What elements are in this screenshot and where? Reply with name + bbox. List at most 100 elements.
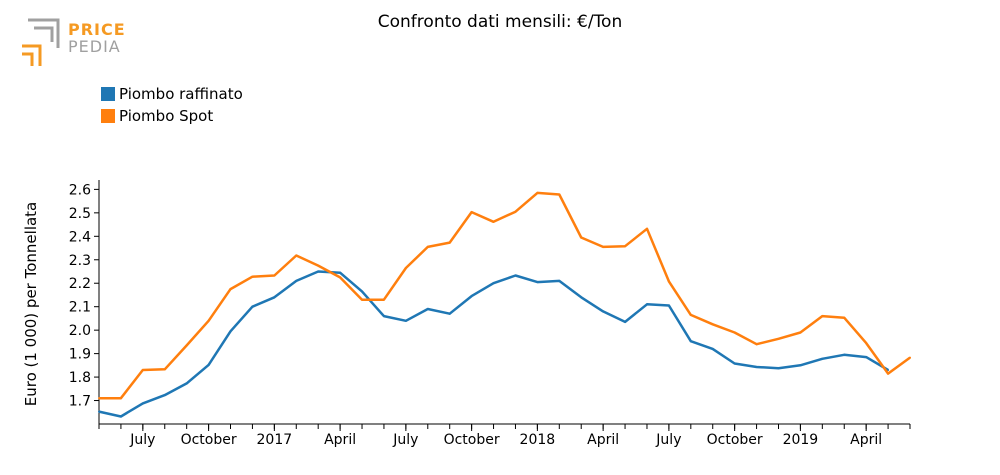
data-point xyxy=(273,296,276,299)
data-point xyxy=(207,319,210,322)
x-tick-label: October xyxy=(181,432,237,448)
data-point xyxy=(733,362,736,365)
data-point xyxy=(141,402,144,405)
data-point xyxy=(98,397,100,400)
data-point xyxy=(426,308,429,311)
y-tick-label: 2.4 xyxy=(69,229,91,245)
y-tick-label: 1.8 xyxy=(69,370,91,386)
data-point xyxy=(295,254,298,257)
data-point xyxy=(711,347,714,350)
data-point xyxy=(361,290,364,293)
pricepedia-logo-mark xyxy=(22,18,60,66)
data-point xyxy=(317,270,320,273)
data-point xyxy=(470,295,473,298)
data-point xyxy=(733,331,736,334)
logo-text-pedia: PEDIA xyxy=(68,37,121,56)
data-point xyxy=(887,372,890,375)
data-point xyxy=(799,364,802,367)
x-tick-label: April xyxy=(324,432,356,448)
data-point xyxy=(821,315,824,318)
data-point xyxy=(119,415,122,418)
y-tick-label: 2.1 xyxy=(69,300,91,316)
data-point xyxy=(273,274,276,277)
data-point xyxy=(470,211,473,214)
data-point xyxy=(602,310,605,313)
y-tick-label: 1.9 xyxy=(69,347,91,363)
data-point xyxy=(339,276,342,279)
data-point xyxy=(229,288,232,291)
data-point xyxy=(711,323,714,326)
legend-item-piombo-raffinato[interactable]: Piombo raffinato xyxy=(101,84,243,104)
data-point xyxy=(514,274,517,277)
data-point xyxy=(163,368,166,371)
legend-swatch-blue xyxy=(101,87,115,101)
data-point xyxy=(624,245,627,248)
y-tick-label: 2.2 xyxy=(69,276,91,292)
x-tick-label: 2018 xyxy=(520,432,556,448)
data-point xyxy=(843,353,846,356)
data-point xyxy=(141,369,144,372)
x-tick-label: July xyxy=(129,432,155,448)
pricepedia-logo: PRICE PEDIA xyxy=(18,18,128,70)
data-point xyxy=(558,193,561,196)
data-point xyxy=(580,236,583,239)
y-tick-label: 2.0 xyxy=(69,323,91,339)
data-point xyxy=(777,337,780,340)
data-point xyxy=(251,275,254,278)
data-point xyxy=(645,227,648,230)
data-point xyxy=(492,220,495,223)
data-point xyxy=(119,397,122,400)
x-tick-label: October xyxy=(444,432,500,448)
data-point xyxy=(689,313,692,316)
x-tick-label: 2017 xyxy=(257,432,293,448)
data-point xyxy=(295,279,298,282)
data-point xyxy=(689,340,692,343)
data-point xyxy=(185,382,188,385)
chart-title: Confronto dati mensili: €/Ton xyxy=(377,12,623,32)
data-point xyxy=(361,298,364,301)
data-point xyxy=(777,367,780,370)
data-point xyxy=(755,365,758,368)
data-point xyxy=(667,280,670,283)
series-line-piombo-spot xyxy=(99,191,911,400)
data-point xyxy=(755,343,758,346)
data-point xyxy=(492,282,495,285)
data-point xyxy=(382,315,385,318)
data-point xyxy=(624,320,627,323)
data-point xyxy=(404,319,407,322)
data-point xyxy=(887,369,890,372)
data-point xyxy=(448,241,451,244)
x-tick-label: April xyxy=(587,432,619,448)
x-tick-label: July xyxy=(392,432,418,448)
data-point xyxy=(382,298,385,301)
data-point xyxy=(448,312,451,315)
x-tick-label: October xyxy=(707,432,763,448)
data-point xyxy=(799,331,802,334)
y-tick-label: 2.3 xyxy=(69,253,91,269)
data-point xyxy=(339,271,342,274)
data-point xyxy=(536,281,539,284)
data-point xyxy=(251,305,254,308)
legend-label: Piombo Spot xyxy=(119,107,214,125)
data-point xyxy=(843,316,846,319)
data-point xyxy=(404,266,407,269)
logo-text-price: PRICE xyxy=(68,20,126,39)
x-tick-label: 2019 xyxy=(783,432,819,448)
data-point xyxy=(229,330,232,333)
y-tick-label: 2.6 xyxy=(69,182,91,198)
data-point xyxy=(821,357,824,360)
x-tick-label: July xyxy=(655,432,681,448)
data-point xyxy=(602,245,605,248)
x-tick-label: April xyxy=(850,432,882,448)
data-point xyxy=(514,210,517,213)
data-point xyxy=(317,264,320,267)
data-point xyxy=(645,303,648,306)
series-line-piombo-raffinato xyxy=(98,270,889,418)
y-tick-label: 2.5 xyxy=(69,206,91,222)
data-point xyxy=(426,245,429,248)
data-point xyxy=(207,363,210,366)
data-point xyxy=(98,410,100,413)
legend-item-piombo-spot[interactable]: Piombo Spot xyxy=(101,106,243,126)
data-point xyxy=(865,342,868,345)
data-point xyxy=(558,279,561,282)
